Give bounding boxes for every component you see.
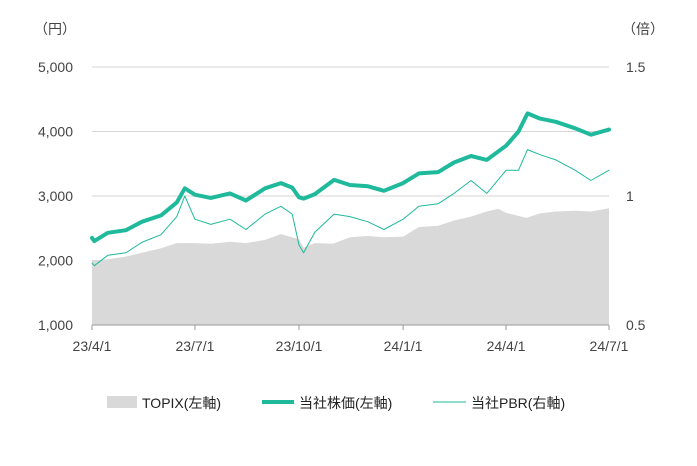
right-tick-label: 1.5: [626, 59, 646, 75]
left-tick-label: 3,000: [38, 188, 73, 204]
legend-item-pbr: 当社PBR(右軸): [433, 395, 565, 411]
right-tick-label: 1: [626, 188, 634, 204]
legend-item-topix: TOPIX(左軸): [107, 395, 221, 411]
axes: （円） （倍） 1,000 2,000 3,000 4,000 5,000 0.5 1 1.5…: [34, 21, 664, 354]
x-tick-label: 23/7/1: [175, 338, 214, 354]
right-axis-unit-label: （倍）: [622, 21, 664, 37]
legend-label-topix: TOPIX(左軸): [142, 395, 221, 411]
legend-item-stock-price: 当社株価(左軸): [262, 395, 392, 411]
legend: TOPIX(左軸) 当社株価(左軸) 当社PBR(右軸): [107, 395, 565, 411]
series-line-pbr: [91, 149, 610, 267]
x-tick-label: 24/4/1: [487, 338, 526, 354]
x-tick-label: 23/4/1: [73, 338, 112, 354]
left-tick-label: 4,000: [38, 124, 73, 140]
x-tick-label: 24/1/1: [384, 338, 423, 354]
x-tick-label: 23/10/1: [276, 338, 323, 354]
left-tick-label: 2,000: [38, 253, 73, 269]
legend-swatch-topix: [107, 396, 137, 408]
left-tick-label: 5,000: [38, 59, 73, 75]
left-axis-unit-label: （円）: [34, 21, 76, 37]
left-tick-label: 1,000: [38, 317, 73, 333]
legend-label-pbr: 当社PBR(右軸): [471, 395, 565, 411]
series-lines-layer: [90, 111, 611, 267]
series-line-stock-price: [90, 111, 611, 244]
right-tick-label: 0.5: [626, 317, 646, 333]
topix-area-layer: [92, 208, 609, 325]
legend-label-stock-price: 当社株価(左軸): [299, 395, 392, 411]
series-area-topix: [92, 208, 609, 325]
x-tick-label: 24/7/1: [590, 338, 629, 354]
